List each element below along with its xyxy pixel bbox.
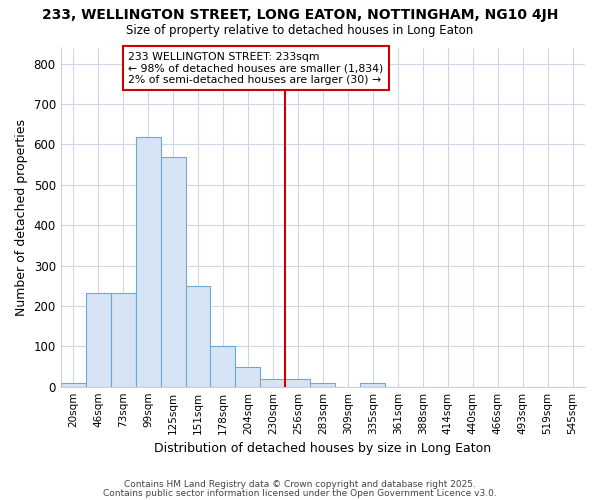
Bar xyxy=(86,293,110,386)
Bar xyxy=(360,384,385,386)
Bar xyxy=(61,384,86,386)
Text: Contains public sector information licensed under the Open Government Licence v3: Contains public sector information licen… xyxy=(103,488,497,498)
Text: 233 WELLINGTON STREET: 233sqm
← 98% of detached houses are smaller (1,834)
2% of: 233 WELLINGTON STREET: 233sqm ← 98% of d… xyxy=(128,52,383,84)
Bar xyxy=(136,137,161,386)
Bar xyxy=(310,384,335,386)
Bar xyxy=(235,368,260,386)
Y-axis label: Number of detached properties: Number of detached properties xyxy=(15,118,28,316)
Bar xyxy=(260,378,286,386)
Text: Size of property relative to detached houses in Long Eaton: Size of property relative to detached ho… xyxy=(127,24,473,37)
Bar xyxy=(185,286,211,386)
Bar xyxy=(161,156,185,386)
X-axis label: Distribution of detached houses by size in Long Eaton: Distribution of detached houses by size … xyxy=(154,442,491,455)
Text: Contains HM Land Registry data © Crown copyright and database right 2025.: Contains HM Land Registry data © Crown c… xyxy=(124,480,476,489)
Bar xyxy=(286,378,310,386)
Text: 233, WELLINGTON STREET, LONG EATON, NOTTINGHAM, NG10 4JH: 233, WELLINGTON STREET, LONG EATON, NOTT… xyxy=(42,8,558,22)
Bar xyxy=(110,293,136,386)
Bar xyxy=(211,346,235,387)
